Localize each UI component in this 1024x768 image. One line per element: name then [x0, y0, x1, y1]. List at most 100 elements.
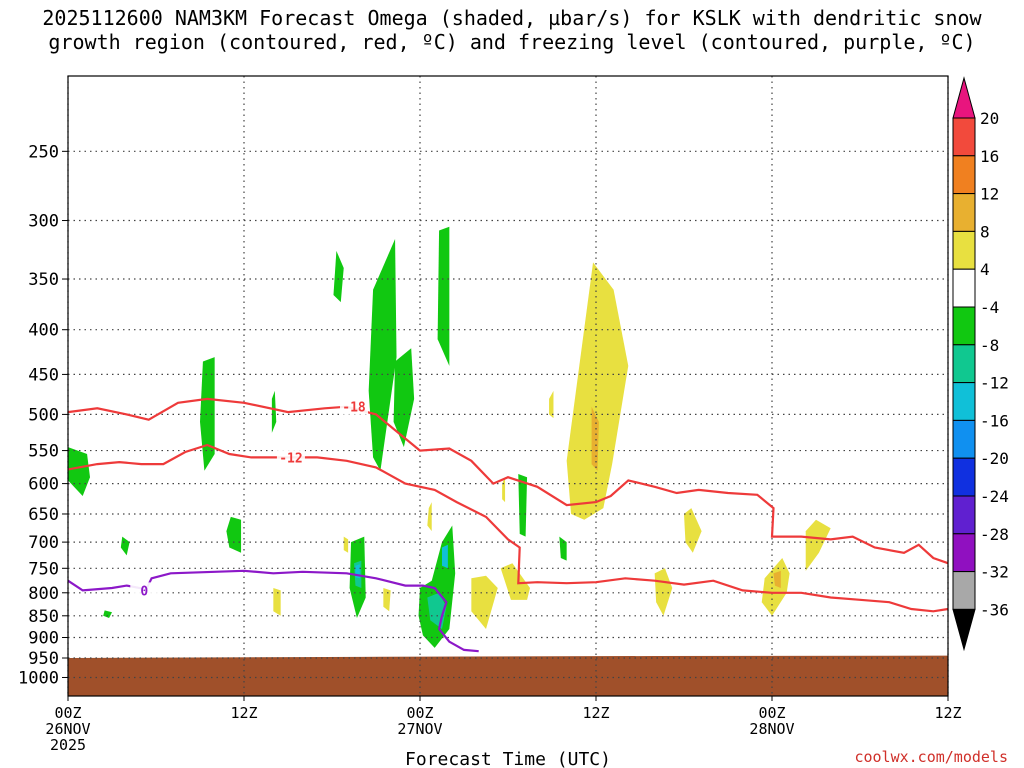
- x-tick-label-24: 00Z: [406, 704, 433, 722]
- freezing-contour-label: 0: [140, 584, 148, 599]
- credit-text: coolwx.com/models: [854, 748, 1008, 766]
- colorbar-bottom-arrow: [952, 608, 976, 652]
- dgz-contour-minus18-label-bg: [340, 398, 368, 415]
- plot-frame: [67, 75, 949, 697]
- omega-region-1: [120, 536, 130, 556]
- omega-region-17: [442, 544, 448, 569]
- colorbar-label-6: -8: [980, 336, 999, 355]
- title-line-2: growth region (contoured, red, ºC) and f…: [48, 30, 976, 54]
- colorbar-label-10: -24: [980, 487, 1009, 506]
- chart-title: 2025112600 NAM3KM Forecast Omega (shaded…: [0, 6, 1024, 54]
- omega-region-3: [200, 357, 215, 471]
- x-axis-label: Forecast Time (UTC): [405, 749, 611, 768]
- omega-region-23: [471, 575, 498, 629]
- omega-region-8: [393, 348, 415, 448]
- colorbar-top-arrow: [952, 76, 976, 119]
- x-tick-sub-48: 28NOV: [749, 720, 794, 738]
- y-tick-label-750: 750: [28, 559, 59, 579]
- y-tick-label-800: 800: [28, 584, 59, 604]
- y-tick-label-250: 250: [28, 142, 59, 162]
- x-tick-label-60: 12Z: [934, 704, 961, 722]
- colorbar-label-4: 4: [980, 260, 990, 279]
- x-tick-year-0: 2025: [50, 736, 86, 754]
- x-tick-sub-24: 27NOV: [397, 720, 442, 738]
- freezing-contour-label-bg: [130, 582, 159, 599]
- omega-region-27: [761, 558, 790, 616]
- colorbar-swatch-13: [952, 571, 976, 610]
- colorbar-label-1: 16: [980, 147, 999, 166]
- y-tick-label-450: 450: [28, 365, 59, 385]
- colorbar-swatch-9: [952, 419, 976, 459]
- colorbar-label-12: -32: [980, 563, 1009, 582]
- omega-region-13: [518, 473, 528, 537]
- dgz-contour-minus12-label-bg: [276, 449, 305, 466]
- y-tick-label-300: 300: [28, 212, 59, 232]
- colorbar-swatch-11: [952, 495, 976, 535]
- omega-region-20: [549, 390, 554, 419]
- y-tick-label-650: 650: [28, 505, 59, 525]
- y-tick-label-900: 900: [28, 628, 59, 648]
- y-tick-label-550: 550: [28, 442, 59, 462]
- colorbar-swatch-7: [952, 344, 976, 384]
- omega-region-19: [591, 406, 599, 471]
- colorbar-label-8: -16: [980, 411, 1009, 430]
- colorbar-label-11: -28: [980, 525, 1009, 544]
- colorbar-label-2: 12: [980, 185, 999, 204]
- y-tick-label-700: 700: [28, 533, 59, 553]
- colorbar-swatch-6: [952, 306, 976, 346]
- colorbar-label-7: -12: [980, 374, 1009, 393]
- title-line-1: 2025112600 NAM3KM Forecast Omega (shaded…: [42, 6, 982, 30]
- y-tick-label-500: 500: [28, 405, 59, 425]
- colorbar-swatch-8: [952, 382, 976, 421]
- dgz-contour-minus18-line: [67, 397, 949, 565]
- contour-layer: -18 -12 0: [67, 397, 949, 653]
- grid-layer: [67, 76, 949, 696]
- colorbar-label-9: -20: [980, 449, 1009, 468]
- x-tick-label-36: 12Z: [582, 704, 609, 722]
- colorbar-swatch-1: [952, 117, 976, 157]
- colorbar: 20 16 12 8 4 -4 -8 -12 -16 -20 -24 -28 -32 -36: [952, 76, 1009, 652]
- omega-region-29: [805, 519, 831, 571]
- y-tick-label-350: 350: [28, 270, 59, 290]
- x-tick-label-0: 00Z: [54, 704, 81, 722]
- omega-shading-layer: [68, 226, 831, 648]
- omega-region-18: [566, 262, 629, 520]
- y-tick-label-950: 950: [28, 649, 59, 669]
- dgz-contour-minus12-line: [67, 443, 949, 613]
- omega-region-26: [654, 568, 673, 616]
- colorbar-swatch-12: [952, 533, 976, 573]
- omega-region-31: [383, 588, 391, 612]
- omega-region-22: [427, 502, 432, 532]
- colorbar-label-5: -4: [980, 298, 999, 317]
- dgz-contour-minus18-label: -18: [342, 401, 366, 416]
- omega-region-6: [333, 250, 344, 303]
- omega-region-0: [68, 447, 90, 497]
- colorbar-swatch-10: [952, 457, 976, 497]
- colorbar-label-13: -36: [980, 600, 1009, 619]
- colorbar-label-3: 8: [980, 222, 990, 241]
- colorbar-swatch-5: [952, 268, 976, 308]
- omega-region-25: [684, 508, 702, 553]
- axes-layer: 2503003504004505005506006507007508008509…: [18, 75, 962, 768]
- omega-region-24: [500, 563, 530, 600]
- colorbar-label-0: 20: [980, 109, 999, 128]
- omega-region-4: [226, 516, 242, 553]
- omega-region-11: [559, 536, 567, 561]
- omega-region-5: [271, 390, 277, 433]
- terrain-layer: [68, 655, 948, 696]
- x-tick-label-48: 00Z: [758, 704, 785, 722]
- x-tick-sub-0: 26NOV: [45, 720, 90, 738]
- omega-region-2: [103, 610, 112, 619]
- omega-region-30: [273, 588, 281, 616]
- y-tick-label-850: 850: [28, 607, 59, 627]
- y-tick-label-400: 400: [28, 321, 59, 341]
- omega-region-7: [368, 239, 397, 471]
- y-tick-label-1000: 1000: [18, 668, 59, 688]
- x-tick-label-12: 12Z: [230, 704, 257, 722]
- terrain-area: [68, 655, 948, 696]
- y-tick-label-600: 600: [28, 475, 59, 495]
- omega-region-32: [343, 536, 349, 553]
- omega-region-28: [773, 570, 781, 589]
- colorbar-swatch-4: [952, 230, 976, 270]
